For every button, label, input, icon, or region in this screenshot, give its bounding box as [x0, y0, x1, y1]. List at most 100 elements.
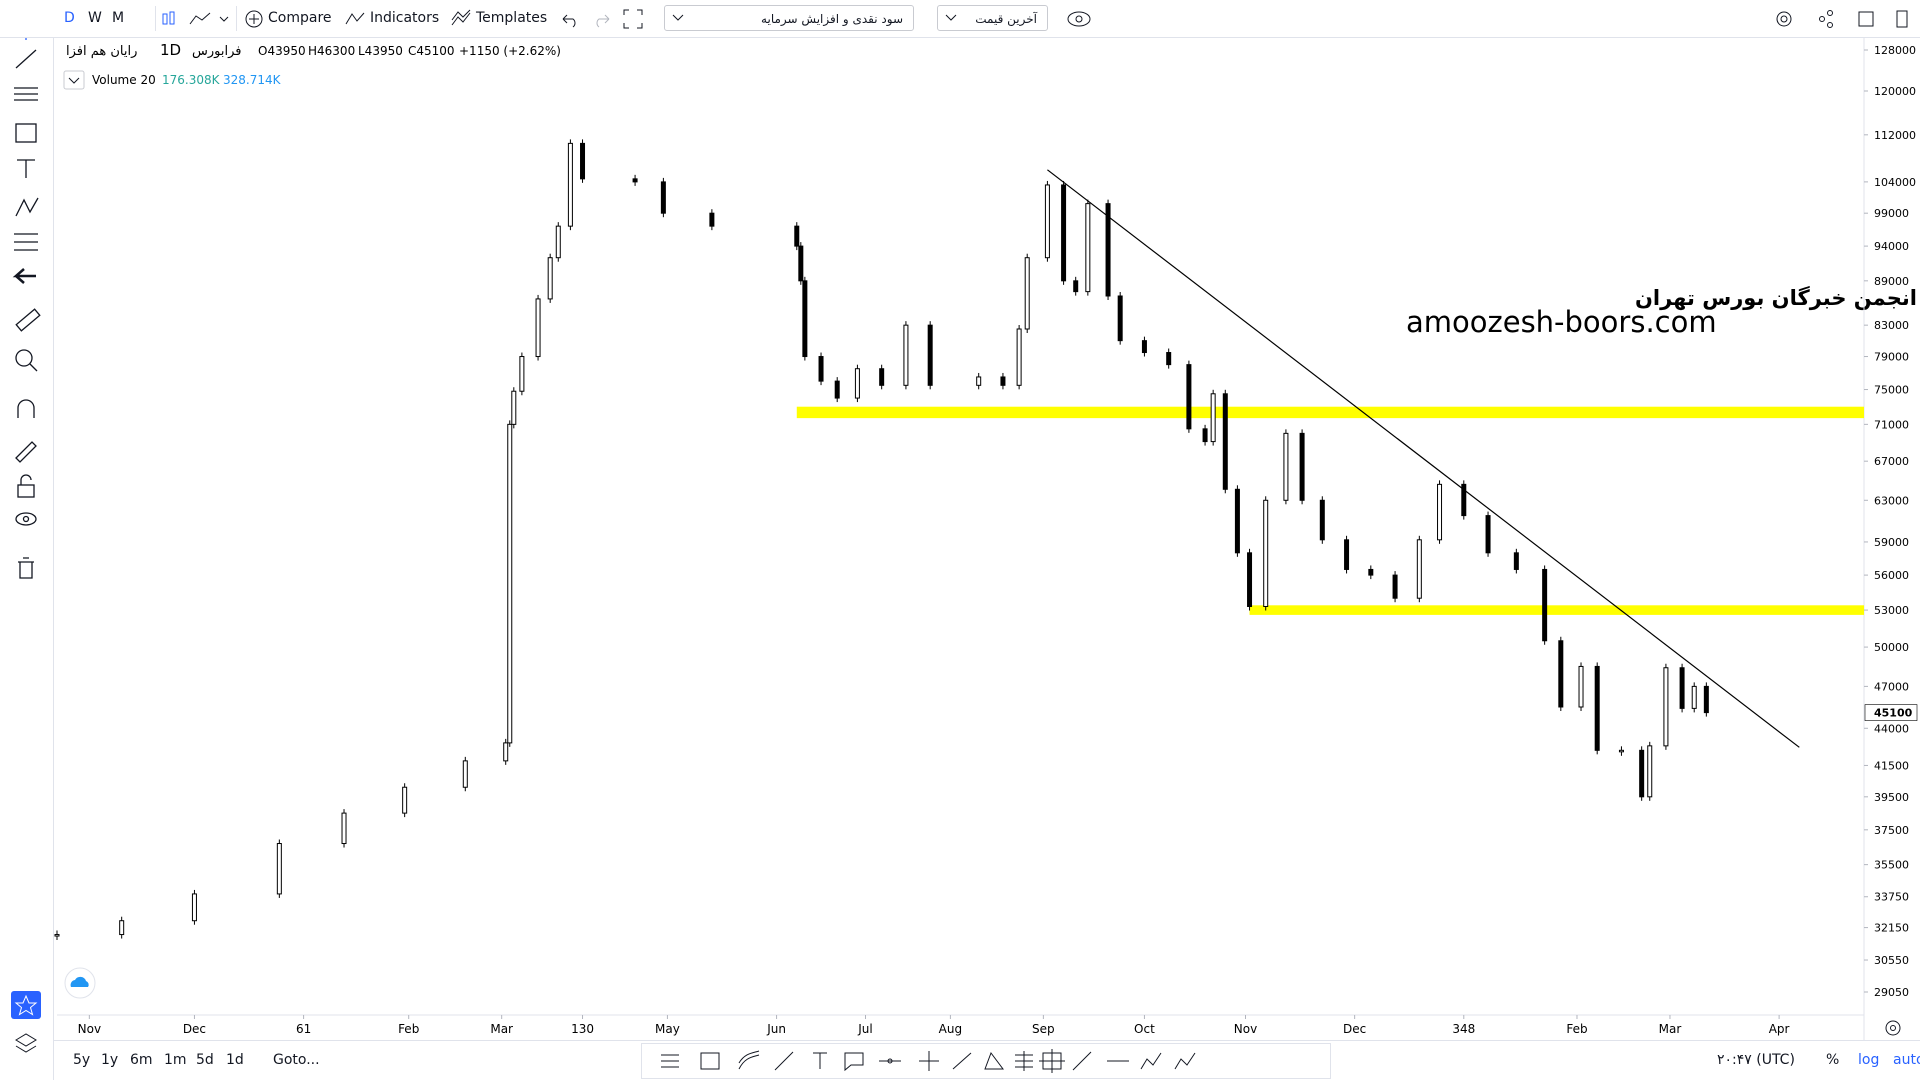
candle-up	[1416, 539, 1422, 599]
candle-down	[1679, 667, 1685, 709]
indicators-button[interactable]: Indicators	[370, 10, 440, 26]
candle-down	[1061, 184, 1067, 282]
x-tick-label: Feb	[398, 1022, 419, 1036]
y-tick-label: 67000	[1874, 455, 1909, 468]
y-tick-label: 94000	[1874, 240, 1909, 253]
axis-settings-icon[interactable]	[1885, 1020, 1901, 1036]
y-tick-label: 35500	[1874, 859, 1909, 872]
y-tick-label: 32150	[1874, 922, 1909, 935]
y-tick-label: 41500	[1874, 759, 1909, 772]
x-tick-label: 130	[571, 1022, 594, 1036]
compare-button[interactable]: Compare	[268, 10, 332, 26]
candle-up	[854, 368, 860, 399]
candle-up	[1085, 203, 1091, 293]
candle-down	[927, 324, 933, 386]
compare-icon[interactable]	[244, 9, 264, 29]
candle-down	[1166, 352, 1172, 366]
candle-up	[191, 893, 197, 922]
candle-down	[1247, 552, 1253, 607]
auto-toggle[interactable]: auto	[1893, 1052, 1920, 1068]
candle-down	[1485, 515, 1491, 554]
candle-down	[1117, 295, 1123, 342]
x-tick-label: Nov	[1234, 1022, 1257, 1036]
templates-icon[interactable]	[450, 9, 472, 29]
y-tick-label: 83000	[1874, 319, 1909, 332]
candle-up	[1663, 667, 1669, 747]
price-type-dropdown[interactable]: آخرین قیمت	[937, 5, 1048, 31]
candle-down	[1513, 552, 1519, 570]
fullscreen-icon[interactable]	[622, 8, 644, 30]
x-tick-label: May	[655, 1022, 680, 1036]
y-tick-label: 30550	[1874, 954, 1909, 967]
candle-down	[834, 380, 840, 399]
interval-button[interactable]: W	[88, 10, 102, 26]
ohlc-low: L43950	[358, 44, 403, 58]
candle-down	[1392, 574, 1398, 599]
ohlc-open: O43950	[258, 44, 306, 58]
visibility-icon[interactable]	[1066, 9, 1092, 29]
candle-down	[879, 368, 885, 386]
exchange-name: فرابورس	[192, 44, 241, 59]
candle-up	[1016, 328, 1022, 386]
range-button[interactable]: 6m	[130, 1052, 153, 1068]
y-tick-label: 120000	[1874, 85, 1916, 98]
right-icons[interactable]	[1770, 8, 1910, 30]
y-tick-label: 56000	[1874, 569, 1909, 582]
candle-down	[798, 245, 804, 282]
chart-style-icons[interactable]	[160, 10, 230, 28]
candle-up	[511, 390, 517, 425]
bottom-tool-icons[interactable]	[10, 990, 44, 1070]
undo-redo[interactable]	[557, 9, 617, 29]
range-button[interactable]: 5y	[73, 1052, 91, 1068]
x-tick-label: 61	[296, 1022, 311, 1036]
interval-button[interactable]: D	[64, 10, 75, 26]
x-tick-label: Dec	[183, 1022, 206, 1036]
candle-up	[547, 257, 553, 300]
x-tick-label: Dec	[1343, 1022, 1366, 1036]
candle-down	[632, 178, 638, 183]
collapse-button[interactable]	[63, 70, 85, 90]
candle-up	[535, 298, 541, 358]
range-button[interactable]: 1m	[164, 1052, 187, 1068]
log-toggle[interactable]: log	[1858, 1052, 1880, 1068]
candle-down	[1105, 203, 1111, 297]
candle-up	[1437, 483, 1443, 541]
watermark-line2: amoozesh-boors.com	[1406, 305, 1717, 339]
candle-up	[1283, 432, 1289, 501]
range-button[interactable]: 1y	[101, 1052, 119, 1068]
x-tick-label: Mar	[1659, 1022, 1682, 1036]
candle-up	[276, 843, 282, 895]
ohlc-high: H46300	[308, 44, 355, 58]
candle-down	[1594, 665, 1600, 751]
percent-toggle[interactable]: %	[1826, 1052, 1840, 1068]
separator	[155, 6, 156, 31]
clock: ۲۰:۴۷ (UTC)	[1717, 1052, 1795, 1068]
chart-pane: رایان هم افزا 1D فرابورس O43950 H46300 L…	[54, 38, 1918, 1040]
candle-down	[1299, 432, 1305, 501]
templates-button[interactable]: Templates	[476, 10, 548, 26]
candle-down	[1542, 568, 1548, 642]
y-tick-label: 47000	[1874, 680, 1909, 693]
y-tick-label: 63000	[1874, 494, 1909, 507]
indicators-icon[interactable]	[344, 9, 366, 29]
candle-down	[1234, 488, 1240, 554]
range-button[interactable]: 5d	[196, 1052, 214, 1068]
goto-button[interactable]: Goto...	[273, 1052, 320, 1068]
adjustment-dropdown[interactable]: سود نقدی و افزایش سرمایه	[664, 5, 914, 31]
candle-up	[1210, 393, 1216, 443]
quick-drawing-tools[interactable]	[641, 1043, 1331, 1079]
volume-value: 176.308K	[162, 73, 221, 87]
x-tick-label: Mar	[490, 1022, 513, 1036]
interval-button[interactable]: M	[112, 10, 125, 26]
dropdown-arrow	[672, 14, 684, 21]
ohlc-close: C45100	[408, 44, 455, 58]
candle-down	[1344, 539, 1350, 570]
y-tick-label: 75000	[1874, 384, 1909, 397]
range-button[interactable]: 1d	[226, 1052, 244, 1068]
tool-icons[interactable]	[0, 16, 53, 598]
y-tick-label: 39500	[1874, 791, 1909, 804]
y-tick-label: 128000	[1874, 44, 1916, 57]
x-tick-label: Feb	[1566, 1022, 1587, 1036]
